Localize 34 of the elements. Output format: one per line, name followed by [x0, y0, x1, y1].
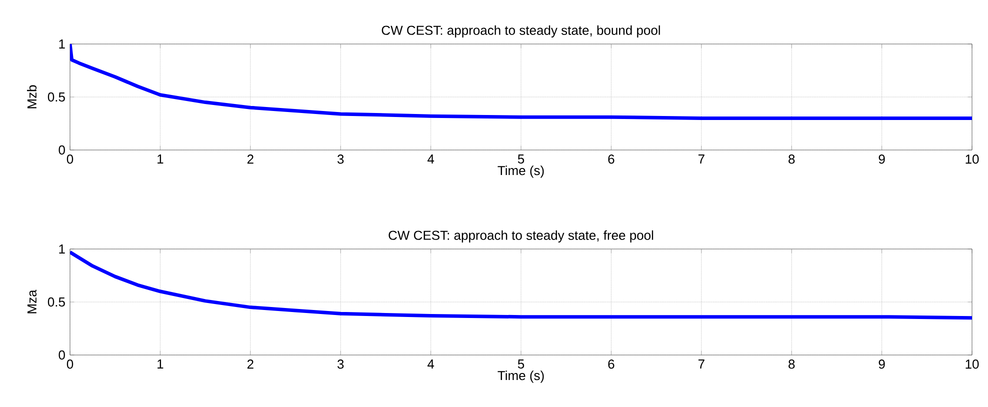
x-axis-title: Time (s) — [498, 370, 544, 383]
x-tick-label: 1 — [158, 154, 164, 164]
x-tick-label: 10 — [966, 360, 979, 369]
chart-title: CW CEST: approach to steady state, free pool — [388, 230, 654, 242]
x-tick-label: 4 — [427, 360, 434, 368]
x-tick-label: 5 — [518, 360, 524, 369]
x-tick-label: 7 — [698, 154, 704, 164]
x-tick-label: 2 — [247, 360, 254, 369]
chart-title: CW CEST: approach to steady state, bound pool — [382, 25, 660, 38]
x-tick-label: 9 — [878, 360, 885, 369]
y-tick-label: 0 — [58, 350, 65, 360]
x-tick-label: 1 — [158, 360, 164, 368]
y-axis-title: Mzb — [26, 85, 37, 108]
y-tick-label: 0.5 — [48, 92, 65, 102]
y-tick-label: 0 — [58, 145, 65, 155]
x-axis-title: Time (s) — [498, 166, 544, 178]
x-tick-label: 0 — [66, 154, 74, 164]
x-tick-label: 3 — [337, 154, 344, 164]
x-tick-label: 0 — [66, 360, 74, 369]
x-tick-label: 6 — [608, 360, 614, 369]
x-tick-label: 10 — [966, 154, 979, 164]
x-tick-label: 4 — [427, 154, 434, 164]
y-tick-label: 0.5 — [48, 297, 65, 307]
x-tick-label: 9 — [878, 154, 885, 164]
x-tick-label: 8 — [788, 360, 795, 369]
x-tick-label: 5 — [518, 154, 524, 164]
y-tick-label: 1 — [59, 40, 65, 48]
x-tick-label: 2 — [247, 154, 254, 164]
y-axis-title: Mza — [27, 290, 37, 314]
x-tick-label: 8 — [788, 154, 795, 164]
x-tick-label: 6 — [608, 154, 614, 164]
y-tick-label: 1 — [59, 244, 65, 254]
x-tick-label: 3 — [337, 360, 344, 369]
x-tick-label: 7 — [698, 360, 704, 368]
